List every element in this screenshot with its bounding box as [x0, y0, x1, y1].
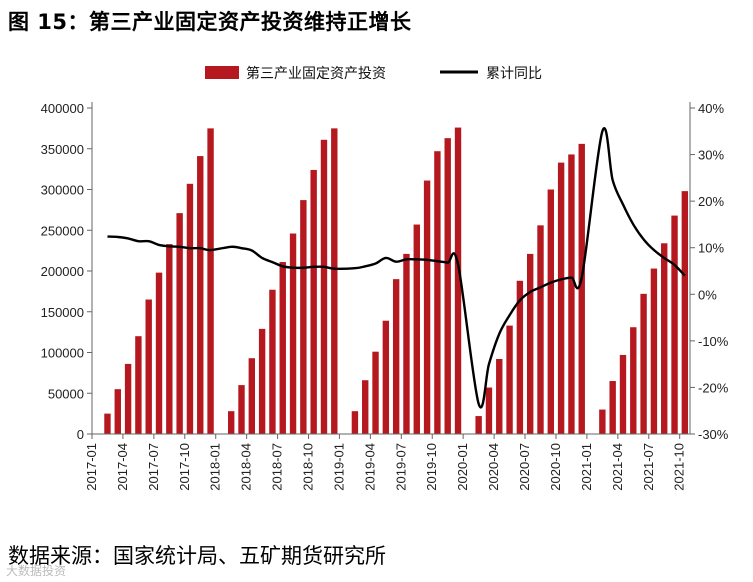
- source-note: 数据来源：国家统计局、五矿期货研究所: [8, 544, 386, 568]
- bar-2017-04: [124, 363, 132, 434]
- bar-2020-08: [537, 225, 544, 434]
- x-tick-label: 2021-04: [610, 443, 625, 491]
- bar-2017-11: [197, 156, 204, 434]
- bar-2020-11: [568, 154, 575, 434]
- bar-2018-04: [248, 358, 256, 434]
- watermark: 大数据投资: [6, 564, 67, 578]
- x-tick-label: 2021-01: [579, 443, 594, 491]
- bar-2019-03: [362, 380, 369, 434]
- right-tick-label: -30%: [698, 427, 729, 442]
- x-tick-label: 2019-04: [362, 443, 377, 491]
- x-tick-label: 2017-04: [115, 443, 130, 491]
- bar-2017-02: [104, 413, 111, 434]
- right-tick-label: -20%: [698, 380, 729, 395]
- right-tick-label: 10%: [698, 241, 724, 256]
- bar-2018-11: [320, 139, 328, 434]
- left-tick-label: 250000: [41, 223, 84, 238]
- bar-2019-12: [454, 127, 462, 434]
- x-tick-label: 2018-10: [301, 443, 316, 491]
- x-tick-label: 2019-07: [393, 443, 408, 491]
- bar-2017-12: [207, 128, 214, 434]
- legend-bar-label: 第三产业固定资产投资: [246, 65, 386, 82]
- bar-2019-02: [351, 411, 359, 434]
- bar-2020-10: [557, 162, 565, 435]
- bar-2021-04: [619, 354, 627, 434]
- bar-2020-03: [485, 387, 493, 434]
- bar-2021-10: [681, 191, 689, 434]
- x-tick-label: 2019-10: [424, 443, 439, 491]
- left-tick-label: 50000: [48, 386, 84, 401]
- bar-2021-02: [599, 409, 606, 434]
- bar-2019-06: [392, 279, 400, 434]
- left-tick-label: 400000: [41, 101, 84, 116]
- left-tick-label: 0: [77, 427, 84, 442]
- bar-2020-07: [526, 253, 534, 434]
- bar-2021-06: [640, 293, 647, 434]
- chart-svg: 第三产业固定资产投资 累计同比 0 50000 100000 150000 200000…: [41, 65, 729, 491]
- bar-2021-07: [650, 268, 658, 434]
- bar-2020-04: [496, 359, 503, 434]
- x-tick-label: 2020-07: [517, 443, 532, 491]
- bar-2020-06: [516, 280, 524, 434]
- left-tick-label: 300000: [41, 183, 84, 198]
- x-tick-label: 2017-01: [84, 443, 99, 491]
- bar-2018-09: [300, 200, 307, 434]
- right-tick-label: 30%: [698, 148, 724, 163]
- x-tick-label: 2018-04: [239, 443, 254, 491]
- legend: 第三产业固定资产投资 累计同比: [205, 65, 542, 82]
- bar-2018-05: [258, 328, 266, 434]
- bar-2018-08: [289, 233, 297, 434]
- bar-2018-02: [227, 411, 235, 434]
- bar-2017-06: [145, 299, 152, 434]
- bar-2019-10: [434, 151, 441, 434]
- bar-2019-11: [444, 138, 451, 434]
- right-tick-label: 40%: [698, 101, 724, 116]
- bar-2021-05: [630, 327, 637, 434]
- right-tick-label: -10%: [698, 334, 729, 349]
- bar-2019-05: [382, 320, 390, 434]
- right-tick-label: 20%: [698, 194, 724, 209]
- left-tick-label: 150000: [41, 305, 84, 320]
- chart-title: 图 15：第三产业固定资产投资维持正增长: [8, 10, 412, 34]
- bar-2017-05: [135, 336, 142, 434]
- x-tick-label: 2021-07: [641, 443, 656, 491]
- bar-2019-09: [423, 180, 431, 434]
- bar-2018-10: [310, 169, 317, 434]
- bar-2020-05: [506, 325, 513, 434]
- bar-2021-03: [609, 381, 616, 434]
- bar-2017-10: [186, 183, 194, 434]
- x-tick-label: 2020-10: [548, 443, 563, 491]
- bar-2019-04: [372, 351, 379, 434]
- legend-line-label: 累计同比: [486, 66, 542, 82]
- left-tick-label: 350000: [41, 142, 84, 157]
- bar-2018-07: [279, 262, 286, 434]
- bar-2017-03: [114, 389, 121, 434]
- yoy-line: [107, 127, 686, 409]
- x-tick-label: 2019-01: [331, 443, 346, 491]
- bar-2018-12: [331, 128, 338, 434]
- bar-2019-08: [413, 224, 420, 434]
- x-tick-label: 2018-01: [208, 443, 223, 491]
- legend-bar-swatch: [205, 66, 239, 79]
- bar-2020-12: [578, 143, 585, 435]
- x-tick-label: 2020-04: [486, 443, 501, 491]
- right-tick-label: 0%: [698, 287, 717, 302]
- bar-2021-09: [671, 215, 678, 434]
- bar-2017-09: [176, 213, 183, 434]
- left-tick-label: 200000: [41, 264, 84, 279]
- bar-2021-08: [661, 243, 668, 434]
- x-tick-label: 2021-10: [672, 443, 687, 491]
- x-tick-label: 2020-01: [455, 443, 470, 491]
- bar-2018-03: [238, 385, 245, 434]
- left-tick-label: 100000: [41, 346, 84, 361]
- bar-2017-08: [166, 244, 173, 434]
- bar-2020-02: [475, 416, 482, 434]
- x-tick-label: 2017-10: [177, 443, 192, 491]
- bar-2018-06: [269, 289, 276, 434]
- x-tick-label: 2017-07: [146, 443, 161, 491]
- bar-2017-07: [155, 272, 163, 434]
- x-tick-label: 2018-07: [270, 443, 285, 491]
- bar-2020-09: [547, 189, 555, 434]
- bar-2019-07: [403, 253, 410, 434]
